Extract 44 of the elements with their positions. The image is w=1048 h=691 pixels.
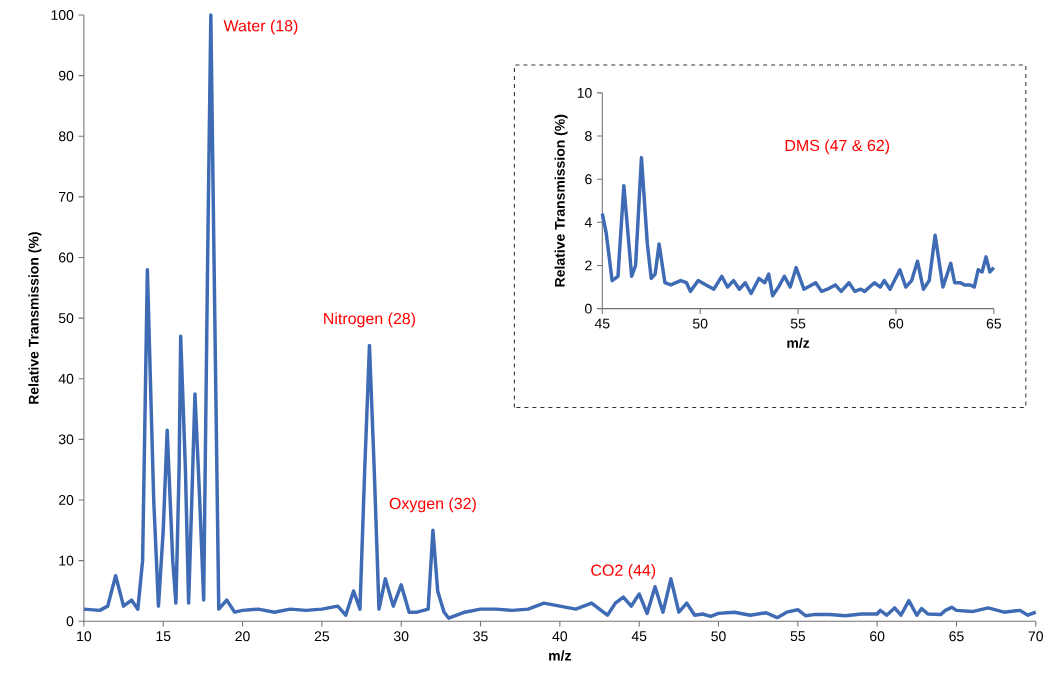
y-axis-title: Relative Transmission (%) xyxy=(554,114,568,287)
x-tick-label: 55 xyxy=(790,631,805,641)
y-tick-label: 10 xyxy=(577,87,592,98)
y-tick-label: 100 xyxy=(51,9,74,20)
x-tick-label: 30 xyxy=(393,631,409,642)
annotation: Water (18) xyxy=(223,19,298,35)
x-axis-title: m/z xyxy=(787,337,810,349)
y-tick-label: 80 xyxy=(58,131,74,142)
x-tick-label: 45 xyxy=(631,631,647,641)
y-tick-label: 40 xyxy=(58,373,74,384)
y-tick-label: 6 xyxy=(585,174,592,185)
x-tick-label: 55 xyxy=(790,318,806,329)
y-tick-label: 0 xyxy=(66,616,74,627)
line-series xyxy=(600,155,996,298)
y-tick-label: 60 xyxy=(59,252,74,263)
y-tick-label: 70 xyxy=(59,191,74,202)
x-tick-label: 45 xyxy=(594,318,610,329)
y-tick-label: 0 xyxy=(585,303,592,314)
x-tick-label: 25 xyxy=(314,631,330,642)
y-axis-title: Relative Transmission (%) xyxy=(28,232,42,404)
x-tick-label: 15 xyxy=(156,631,171,641)
x-tick-label: 65 xyxy=(986,318,1002,329)
x-tick-label: 50 xyxy=(711,631,726,642)
y-tick-label: 2 xyxy=(585,260,592,271)
x-tick-label: 20 xyxy=(235,631,250,642)
x-tick-label: 70 xyxy=(1028,631,1044,642)
x-tick-label: 60 xyxy=(870,631,885,642)
x-tick-label: 50 xyxy=(692,318,708,329)
y-tick-label: 8 xyxy=(585,131,592,141)
x-axis-title: m/z xyxy=(549,650,571,661)
annotation: Nitrogen (28) xyxy=(324,312,416,328)
y-tick-label: 10 xyxy=(59,555,74,566)
annotation: Oxygen (32) xyxy=(389,497,476,513)
y-tick-label: 90 xyxy=(58,70,74,81)
x-tick-label: 10 xyxy=(77,631,92,642)
x-tick-label: 40 xyxy=(552,631,568,642)
y-tick-label: 20 xyxy=(59,494,74,505)
annotation: CO2 (44) xyxy=(591,564,656,579)
x-tick-label: 60 xyxy=(888,318,904,329)
y-tick-label: 4 xyxy=(584,217,592,228)
annotation: DMS (47 & 62) xyxy=(785,139,890,155)
x-tick-label: 35 xyxy=(473,631,488,642)
x-tick-label: 65 xyxy=(949,631,964,642)
y-tick-label: 30 xyxy=(58,434,74,445)
